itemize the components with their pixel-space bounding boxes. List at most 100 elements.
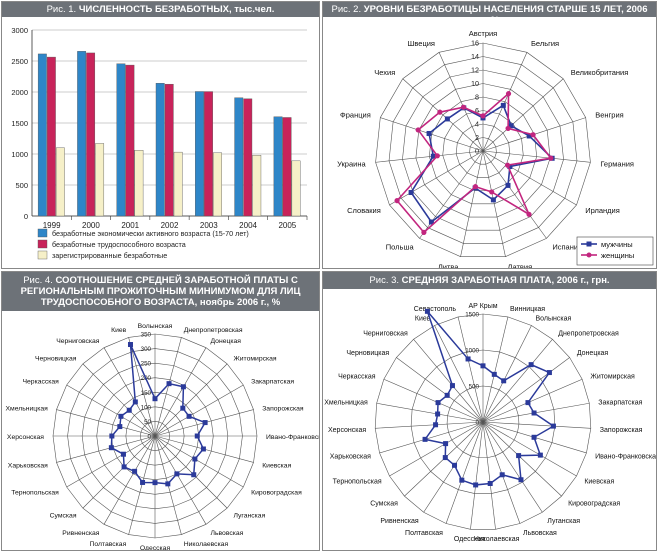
radar-tick-label: 500: [469, 384, 480, 391]
radar-category-label: Херсонская: [328, 427, 366, 434]
radar-category-label: Харьковская: [8, 463, 48, 470]
ratio-series-point: [191, 472, 197, 478]
radar-tick-label: 8: [475, 93, 479, 102]
figure-4-prefix: Рис. 4.: [23, 275, 53, 286]
radar-tick-label: 0: [148, 434, 152, 441]
wage-series-line: [423, 310, 555, 486]
radar-category-label: Словакия: [347, 206, 381, 215]
bar-working-age: [243, 98, 253, 217]
women-series-point: [489, 189, 495, 195]
radar-category-label: Волынская: [536, 315, 572, 322]
radar-spoke: [154, 435, 244, 488]
figure-3-heading: СРЕДНЯЯ ЗАРАБОТНАЯ ПЛАТА, 2006 г., грн.: [401, 275, 610, 286]
radar-category-label: Житомирская: [233, 356, 276, 363]
ratio-series-point: [202, 420, 208, 426]
bar-registered: [173, 151, 183, 217]
radar-category-label: Украина: [337, 159, 366, 168]
radar-spoke: [434, 325, 484, 423]
radar-spoke: [103, 435, 156, 525]
ratio-series-point: [121, 464, 127, 470]
radar-category-label: Венгрия: [595, 111, 623, 120]
wage-series-point: [550, 423, 556, 429]
bar-working-age: [46, 56, 56, 217]
legend-label: зарегистрированные безработные: [52, 251, 167, 260]
bar-registered: [95, 143, 105, 217]
radar-category-label: Николаевская: [184, 541, 229, 548]
wage-series-point: [435, 411, 441, 417]
wage-series-point: [491, 371, 497, 377]
wage-series-point: [452, 462, 458, 468]
radar-tick-label: 250: [141, 361, 152, 368]
radar-category-label: Ивано-Франковская: [595, 454, 656, 461]
radar-category-label: Харьковская: [330, 454, 371, 461]
x-tick-label: 2004: [239, 221, 257, 230]
radar-category-label: Черновицкая: [346, 350, 389, 357]
radar-spoke: [389, 421, 484, 477]
radar-category-label: Одесская: [454, 536, 485, 543]
women-series-point: [472, 184, 479, 190]
wage-series-point: [473, 482, 479, 488]
radar-category-label: Ирландия: [585, 206, 620, 215]
radar-tick-label: 10: [471, 79, 479, 88]
radar-gridline: [410, 349, 556, 494]
radar-spoke: [460, 150, 484, 257]
figure-4-heading: СООТНОШЕНИЕ СРЕДНЕЙ ЗАРАБОТНОЙ ПЛАТЫ С Р…: [20, 275, 301, 308]
ratio-series-point: [186, 413, 192, 419]
radar-tick-label: 300: [141, 346, 152, 353]
radar-category-label: Бельгия: [531, 39, 559, 48]
radar-category-label: Германия: [600, 159, 634, 168]
radar-category-label: Сумская: [370, 500, 398, 507]
radar-spoke: [154, 337, 182, 437]
wage-series-point: [424, 308, 430, 314]
wage-series-point: [433, 422, 439, 428]
ratio-series-point: [152, 480, 158, 486]
radar-spoke: [482, 78, 564, 152]
x-tick-label: 1999: [43, 221, 61, 230]
average-wage-radar-chart: 0 500 1000 1500 АР Крым Винницкая Волынская Дне…: [324, 303, 656, 543]
radar-spoke: [379, 421, 484, 454]
women-series-point: [421, 229, 427, 235]
legend-label: безработные трудоспособного возраста: [52, 240, 186, 249]
ratio-series-point: [165, 481, 171, 487]
radar-spoke: [445, 421, 484, 524]
radar-spoke: [82, 363, 156, 437]
women-series-point: [504, 162, 511, 168]
radar-spoke: [66, 384, 156, 437]
radar-tick-label: 0: [475, 147, 479, 156]
figure-2-title: Рис. 2. УРОВНИ БЕЗРАБОТИЦЫ НАСЕЛЕНИЯ СТА…: [323, 2, 656, 26]
radar-tick-label: 150: [141, 390, 152, 397]
radar-spoke: [482, 150, 577, 206]
radar-spoke: [482, 316, 509, 423]
bar-working-age: [164, 83, 174, 217]
radar-gridline: [375, 42, 591, 257]
radar-category-label: Черновицкая: [35, 356, 77, 363]
radar-category-label: Австрия: [469, 29, 498, 38]
radar-tick-label: 350: [141, 332, 152, 339]
radar-category-label: Херсонская: [7, 434, 44, 441]
radar-category-label: Черкасская: [338, 374, 376, 381]
radar-spoke: [375, 150, 484, 163]
radar-spoke: [56, 409, 156, 437]
radar-category-label: Швеция: [408, 39, 436, 48]
radar-gridline: [402, 69, 564, 231]
y-tick-label: 1000: [11, 150, 28, 159]
ratio-series-point: [140, 479, 146, 485]
women-series-point: [505, 125, 511, 132]
radar-category-label: Польша: [386, 242, 415, 251]
wage-series-point: [531, 434, 537, 440]
bar-registered: [134, 150, 144, 217]
wage-series-point: [531, 410, 537, 416]
radar-category-label: Хмельницкая: [5, 405, 48, 412]
wage-series-point: [525, 400, 531, 406]
men-series-line: [410, 104, 554, 224]
radar-spoke: [402, 78, 484, 152]
radar-spoke: [82, 435, 156, 509]
men-series-point: [428, 219, 434, 225]
ratio-series-point: [132, 399, 138, 405]
radar-spoke: [154, 363, 228, 437]
men-series-point: [508, 123, 514, 129]
y-tick-label: 500: [15, 181, 28, 190]
radar-tick-label: 0: [476, 420, 480, 427]
radar-category-label: Ривненская: [380, 518, 419, 525]
wage-series-point: [422, 436, 428, 442]
